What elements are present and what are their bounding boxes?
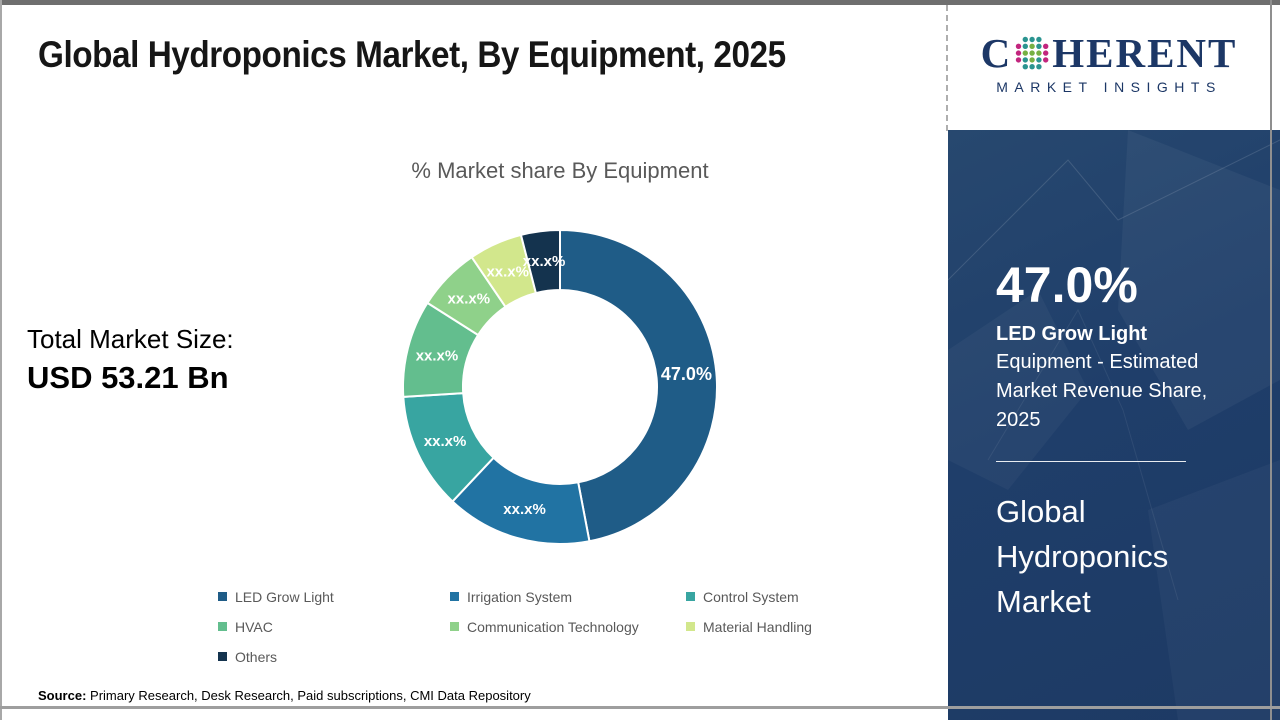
logo-subtitle: MARKET INSIGHTS: [996, 79, 1222, 95]
legend-item-irrigation-system: Irrigation System: [450, 586, 686, 607]
logo-letter-c: C: [980, 30, 1013, 76]
chart-legend: LED Grow Light Irrigation System Control S…: [218, 586, 898, 667]
donut-segment-label: xx.x%: [424, 433, 467, 450]
legend-item-others: Others: [218, 646, 450, 667]
donut-segment-led-grow-light: [559, 229, 718, 543]
legend-color-swatch-icon: [450, 592, 459, 601]
brand-logo: C HERENT MARKET INSIGHTS: [948, 5, 1270, 130]
donut-chart: 47.0%xx.x%xx.x%xx.x%xx.x%xx.x%xx.x%: [402, 229, 718, 545]
legend-item-label: HVAC: [235, 618, 273, 635]
donut-segment-label: xx.x%: [486, 263, 529, 280]
legend-color-swatch-icon: [218, 592, 227, 601]
sidebar-stat-desc: Equipment - Estimated Market Revenue Sha…: [996, 351, 1208, 431]
dashed-separator: [946, 5, 948, 131]
legend-item-label: Others: [235, 648, 278, 665]
total-market-size-value: USD 53.21 Bn: [27, 360, 229, 396]
legend-item-hvac: HVAC: [218, 616, 450, 637]
donut-segment-others: [519, 229, 561, 295]
legend-item-label: Irrigation System: [467, 588, 573, 605]
legend-item-material-handling: Material Handling: [686, 616, 898, 637]
sidebar-stat-title: LED Grow Light: [996, 323, 1148, 345]
sidebar-panel-title: Global Hydroponics Market: [996, 494, 1169, 619]
left-border: [0, 0, 2, 720]
legend-color-swatch-icon: [218, 652, 227, 661]
logo-letters-rest: HERENT: [1052, 30, 1238, 76]
source-text: Primary Research, Desk Research, Paid su…: [90, 688, 531, 703]
chart-subtitle: % Market share By Equipment: [411, 158, 709, 183]
legend-item-label: Communication Technology: [467, 618, 639, 635]
top-border: [0, 0, 1280, 5]
legend-item-communication-technology: Communication Technology: [450, 616, 686, 637]
total-market-size-label: Total Market Size:: [27, 324, 234, 354]
source-line: Source: Primary Research, Desk Research,…: [38, 688, 531, 703]
source-label: Source:: [38, 688, 87, 703]
legend-item-label: Material Handling: [703, 618, 812, 635]
sidebar-stat-value: 47.0%: [996, 257, 1138, 313]
world-map-texture: [948, 130, 1280, 601]
legend-color-swatch-icon: [218, 622, 227, 631]
bottom-border: [0, 706, 1280, 709]
logo-globe-icon: [1016, 36, 1049, 70]
donut-segment-label: 47.0%: [661, 364, 712, 384]
legend-color-swatch-icon: [450, 622, 459, 631]
logo-brand-text: C HERENT: [948, 29, 1270, 77]
page-title: Global Hydroponics Market, By Equipment,…: [38, 34, 786, 75]
legend-item-label: Control System: [703, 588, 799, 605]
donut-segment-label: xx.x%: [448, 291, 491, 308]
legend-item-led-grow-light: LED Grow Light: [218, 586, 450, 607]
legend-color-swatch-icon: [686, 622, 695, 631]
sidebar-panel: 47.0% LED Grow Light Equipment - Estimat…: [948, 130, 1280, 720]
right-border: [1270, 0, 1272, 720]
total-market-size-block: Total Market Size: USD 53.21 Bn: [27, 324, 234, 396]
donut-segment-label: xx.x%: [416, 347, 459, 364]
donut-segment-label: xx.x%: [523, 253, 566, 270]
donut-segment-label: xx.x%: [503, 501, 546, 518]
sidebar-divider: [996, 461, 1186, 462]
legend-color-swatch-icon: [686, 592, 695, 601]
legend-item-control-system: Control System: [686, 586, 898, 607]
legend-item-label: LED Grow Light: [235, 588, 334, 605]
